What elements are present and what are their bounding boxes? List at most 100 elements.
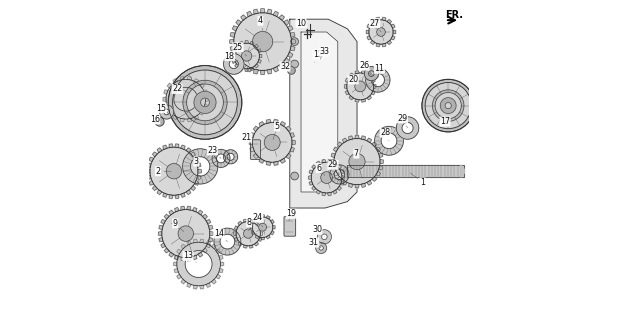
Circle shape (236, 221, 260, 246)
Polygon shape (342, 180, 347, 185)
Polygon shape (186, 190, 191, 195)
Polygon shape (372, 176, 376, 181)
Polygon shape (253, 69, 258, 74)
Polygon shape (309, 170, 313, 174)
Polygon shape (337, 176, 342, 181)
Polygon shape (208, 226, 213, 230)
Polygon shape (273, 67, 278, 72)
Text: 5: 5 (273, 122, 279, 140)
Text: 26: 26 (359, 61, 371, 74)
Polygon shape (200, 285, 204, 289)
Polygon shape (174, 268, 179, 272)
Polygon shape (249, 219, 253, 222)
Polygon shape (341, 170, 344, 174)
Polygon shape (290, 46, 295, 51)
Text: 11: 11 (375, 64, 384, 77)
Polygon shape (232, 59, 235, 63)
Circle shape (234, 13, 292, 70)
Polygon shape (232, 49, 235, 53)
Text: 33: 33 (320, 47, 329, 59)
Polygon shape (198, 252, 203, 257)
Polygon shape (258, 59, 261, 63)
Polygon shape (203, 90, 208, 95)
Polygon shape (312, 186, 316, 190)
Text: 21: 21 (242, 133, 252, 146)
Circle shape (168, 66, 242, 139)
Circle shape (234, 43, 260, 69)
FancyBboxPatch shape (250, 140, 260, 159)
Polygon shape (202, 248, 207, 253)
Polygon shape (287, 52, 293, 57)
Polygon shape (267, 69, 271, 74)
Polygon shape (461, 165, 464, 177)
Polygon shape (301, 32, 338, 192)
Polygon shape (372, 142, 376, 147)
Polygon shape (312, 165, 316, 169)
Polygon shape (177, 249, 182, 254)
Polygon shape (371, 40, 375, 44)
Polygon shape (240, 41, 243, 45)
Polygon shape (376, 43, 380, 47)
Polygon shape (260, 70, 265, 74)
Polygon shape (149, 157, 154, 162)
Polygon shape (355, 185, 359, 188)
Circle shape (347, 73, 374, 100)
Polygon shape (243, 245, 247, 248)
Circle shape (252, 217, 273, 237)
Polygon shape (290, 19, 357, 208)
Polygon shape (341, 181, 344, 185)
Polygon shape (273, 161, 278, 165)
Polygon shape (255, 44, 258, 48)
Polygon shape (232, 26, 238, 31)
Polygon shape (208, 237, 213, 242)
Polygon shape (243, 219, 247, 222)
Polygon shape (273, 119, 278, 124)
Polygon shape (181, 244, 186, 249)
Polygon shape (200, 239, 204, 243)
Circle shape (290, 60, 298, 68)
Circle shape (243, 229, 253, 238)
Polygon shape (376, 147, 381, 152)
Polygon shape (391, 36, 395, 40)
Polygon shape (180, 145, 185, 149)
Polygon shape (231, 54, 234, 58)
Polygon shape (345, 78, 349, 83)
Polygon shape (349, 183, 353, 187)
Polygon shape (251, 231, 255, 235)
Polygon shape (382, 17, 386, 21)
Polygon shape (219, 268, 223, 272)
Circle shape (242, 51, 252, 61)
Polygon shape (197, 163, 201, 167)
Polygon shape (254, 221, 258, 225)
Polygon shape (255, 235, 259, 239)
Polygon shape (259, 122, 265, 126)
Text: 29: 29 (397, 114, 407, 128)
Polygon shape (153, 186, 158, 190)
Polygon shape (366, 30, 369, 34)
Polygon shape (238, 242, 242, 246)
Circle shape (290, 172, 298, 180)
Polygon shape (367, 36, 371, 40)
Text: 29: 29 (328, 160, 339, 174)
Polygon shape (249, 140, 253, 145)
Polygon shape (167, 83, 172, 88)
Polygon shape (193, 79, 198, 83)
Polygon shape (180, 193, 185, 197)
Polygon shape (266, 216, 270, 220)
Polygon shape (231, 33, 235, 37)
Polygon shape (219, 256, 223, 260)
Text: 30: 30 (312, 225, 324, 237)
Polygon shape (331, 153, 336, 158)
Polygon shape (258, 237, 262, 241)
Polygon shape (247, 11, 252, 17)
Text: 23: 23 (207, 146, 221, 158)
Polygon shape (342, 138, 347, 143)
Polygon shape (380, 159, 383, 164)
Polygon shape (161, 243, 166, 248)
Polygon shape (337, 186, 341, 190)
Polygon shape (271, 220, 274, 224)
Polygon shape (254, 242, 258, 246)
Polygon shape (260, 54, 262, 58)
Polygon shape (292, 140, 295, 145)
Polygon shape (163, 145, 167, 149)
